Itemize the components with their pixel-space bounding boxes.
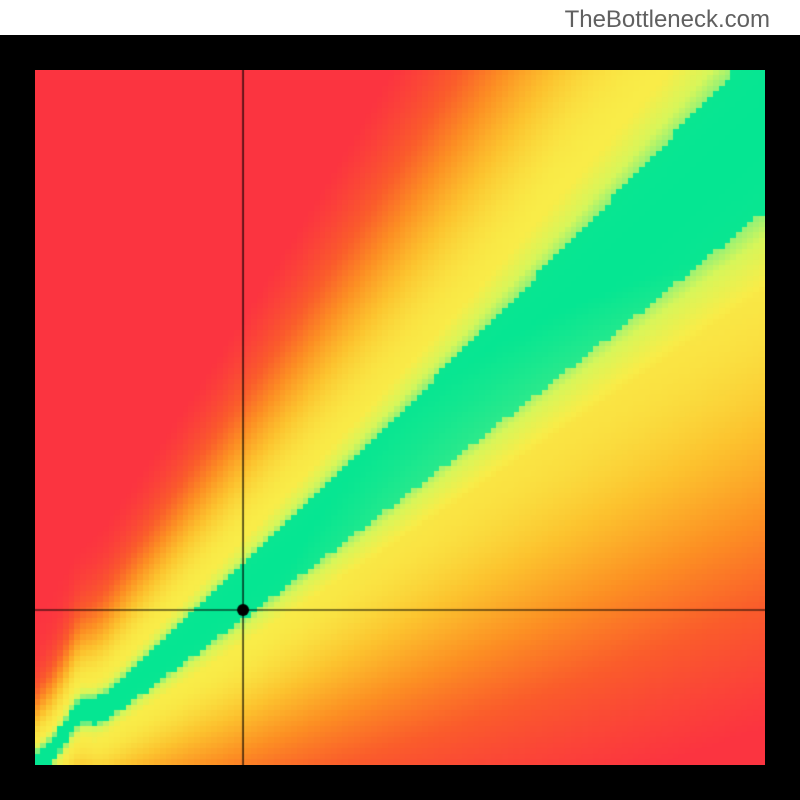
- watermark-text: TheBottleneck.com: [565, 6, 770, 34]
- bottleneck-heatmap: [35, 70, 765, 765]
